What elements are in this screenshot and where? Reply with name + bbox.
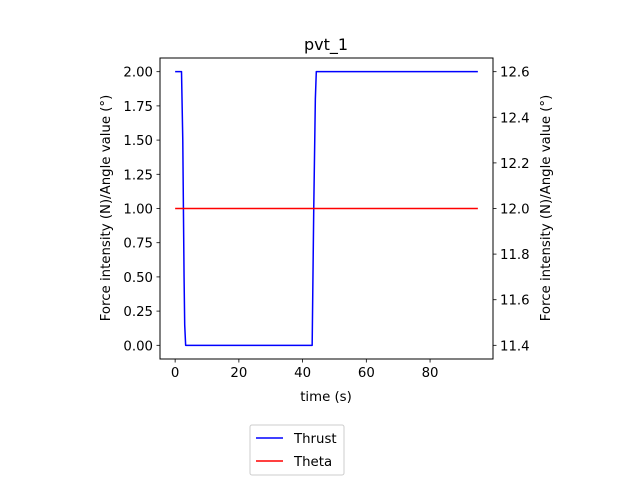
- x-tick-label: 60: [358, 366, 375, 381]
- plot-series: [175, 70, 478, 347]
- right-y-tick-label: 12.4: [500, 111, 530, 126]
- left-y-axis-ticks: 0.00 0.25 0.50 0.75 1.00 1.25 1.50 1.75 2.00: [123, 66, 160, 354]
- left-y-tick-label: 2.00: [123, 66, 153, 81]
- right-y-tick-label: 11.6: [500, 294, 530, 309]
- right-y-tick-label: 12.6: [500, 66, 530, 81]
- series-line-thrust: [175, 70, 478, 347]
- left-y-tick-label: 1.00: [123, 203, 153, 218]
- x-tick-label: 80: [422, 366, 439, 381]
- left-y-tick-label: 0.50: [123, 271, 153, 286]
- right-y-tick-label: 12.0: [500, 203, 530, 218]
- left-y-tick-label: 0.00: [123, 339, 153, 354]
- legend: Thrust Theta: [249, 424, 345, 476]
- legend-label-theta: Theta: [293, 455, 332, 470]
- chart-title: pvt_1: [304, 35, 348, 55]
- right-y-axis-ticks: 11.4 11.6 11.8 12.0 12.2 12.4 12.6: [493, 66, 530, 354]
- left-y-axis-label: Force intensity (N)/Angle value (°): [99, 95, 114, 322]
- right-y-tick-label: 12.2: [500, 157, 530, 172]
- x-tick-label: 0: [171, 366, 179, 381]
- x-axis-label: time (s): [300, 390, 352, 405]
- left-y-tick-label: 0.25: [123, 305, 153, 320]
- x-tick-label: 20: [230, 366, 247, 381]
- left-y-tick-label: 1.75: [123, 100, 153, 115]
- right-y-tick-label: 11.4: [500, 339, 530, 354]
- right-y-tick-label: 11.8: [500, 248, 530, 263]
- x-tick-label: 40: [294, 366, 311, 381]
- left-y-tick-label: 0.75: [123, 237, 153, 252]
- right-y-axis-label: Force intensity (N)/Angle value (°): [539, 95, 554, 322]
- x-axis-ticks: 0 20 40 60 80: [171, 359, 439, 381]
- left-y-tick-label: 1.25: [123, 168, 153, 183]
- left-y-tick-label: 1.50: [123, 134, 153, 149]
- legend-label-thrust: Thrust: [293, 432, 337, 447]
